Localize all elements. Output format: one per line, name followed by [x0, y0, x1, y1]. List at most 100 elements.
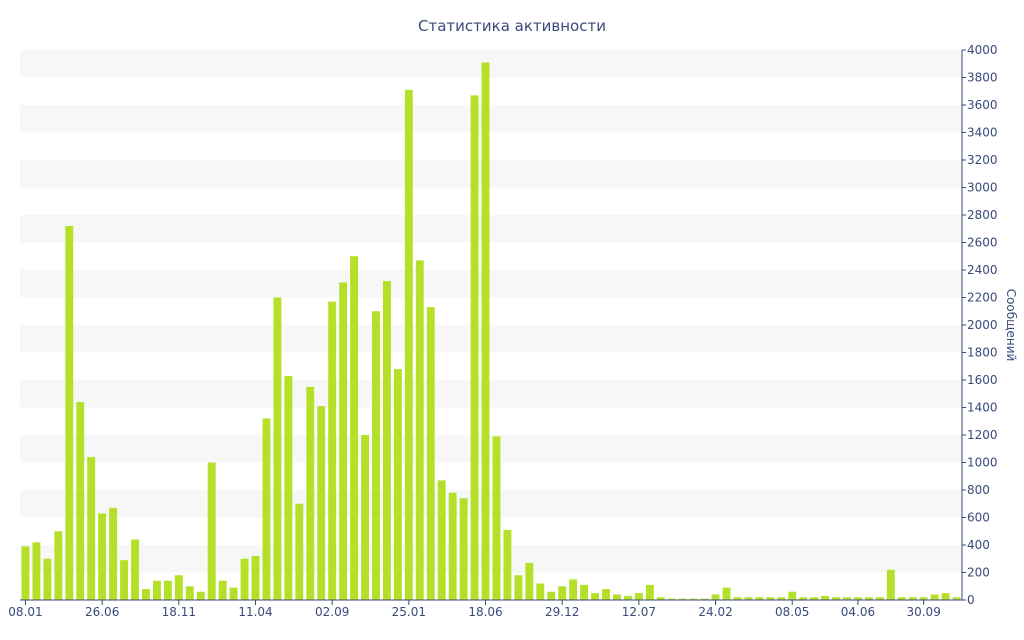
grid-band: [20, 50, 962, 78]
x-tick-label: 08.05: [775, 605, 809, 619]
bar: [393, 369, 402, 600]
x-tick-label: 04.06: [841, 605, 875, 619]
y-tick-label: 3600: [967, 98, 998, 112]
bars-group: [21, 62, 961, 601]
bar: [952, 597, 961, 600]
bar: [799, 597, 808, 600]
y-tick-label: 2000: [967, 318, 998, 332]
y-tick-label: 1400: [967, 401, 998, 415]
bar: [470, 95, 479, 601]
bar: [339, 282, 348, 601]
grid-band: [20, 325, 962, 353]
chart-title: Статистика активности: [418, 17, 606, 35]
bar: [404, 89, 413, 601]
bar: [503, 529, 512, 601]
bar: [645, 584, 654, 601]
bar: [43, 558, 52, 600]
bar: [306, 386, 315, 601]
bar: [481, 62, 490, 601]
bar: [744, 597, 753, 600]
bar: [536, 583, 545, 600]
grid-band: [20, 545, 962, 573]
bar: [547, 591, 556, 600]
bar: [810, 597, 819, 600]
x-tick-label: 11.04: [238, 605, 272, 619]
x-tick-label: 25.01: [392, 605, 426, 619]
y-ticks-group: 0 200 400 600 800 1000 1200 1400 1600 1800 2000 220…: [962, 43, 998, 607]
bar: [240, 558, 249, 600]
bar: [152, 580, 161, 600]
bar: [120, 560, 128, 601]
grid-band: [20, 215, 962, 243]
bar: [437, 480, 446, 601]
x-tick-label: 18.11: [162, 605, 196, 619]
y-tick-label: 3400: [967, 126, 998, 140]
y-axis-label: Сообщений: [1004, 289, 1018, 362]
bar: [295, 503, 304, 600]
y-tick-label: 200: [967, 566, 990, 580]
bar: [755, 597, 764, 600]
bar: [185, 586, 194, 600]
y-tick-label: 4000: [967, 43, 998, 57]
grid-band: [20, 105, 962, 133]
x-tick-label: 24.02: [698, 605, 732, 619]
bar: [372, 311, 380, 600]
y-tick-label: 2600: [967, 236, 998, 250]
bar: [514, 575, 523, 600]
y-tick-label: 2400: [967, 263, 998, 277]
bar: [897, 597, 906, 600]
bar: [131, 539, 139, 600]
bar: [328, 301, 337, 601]
bar: [54, 531, 63, 600]
bar: [832, 597, 840, 600]
bar: [700, 598, 709, 601]
y-tick-label: 0: [967, 593, 975, 607]
grid-band: [20, 270, 962, 298]
bar: [667, 598, 676, 601]
bar: [284, 375, 293, 601]
bar: [689, 598, 698, 601]
bar: [142, 589, 150, 600]
x-ticks-group: 08.01 26.06 18.11 11.04 02.09 25.01 18.06 29.12…: [8, 600, 941, 619]
y-tick-label: 1600: [967, 373, 998, 387]
bar: [591, 593, 599, 601]
grid-band: [20, 435, 962, 463]
bar: [908, 597, 917, 600]
y-tick-label: 1200: [967, 428, 998, 442]
bar: [163, 580, 172, 600]
bar: [426, 307, 435, 601]
bar: [602, 589, 610, 600]
bar: [864, 597, 873, 600]
bar: [65, 226, 74, 600]
bar: [941, 593, 950, 601]
x-tick-label: 26.06: [85, 605, 119, 619]
bar: [229, 587, 238, 601]
bar: [218, 580, 227, 600]
bar: [448, 492, 457, 600]
y-tick-label: 400: [967, 538, 990, 552]
bar: [788, 591, 797, 600]
bar: [109, 507, 118, 601]
bar: [569, 579, 578, 601]
bar: [733, 597, 742, 600]
bar: [251, 556, 260, 600]
bar: [722, 587, 731, 601]
bar: [262, 418, 271, 600]
bar: [623, 595, 632, 601]
bar: [32, 542, 41, 600]
bar: [678, 598, 687, 601]
x-tick-label: 30.09: [906, 605, 940, 619]
bar: [613, 594, 621, 600]
y-tick-label: 1000: [967, 456, 998, 470]
y-tick-label: 600: [967, 511, 990, 525]
bar: [492, 436, 501, 601]
bar: [174, 575, 183, 600]
bar: [919, 597, 928, 600]
y-tick-label: 3800: [967, 71, 998, 85]
x-tick-label: 12.07: [622, 605, 656, 619]
x-tick-label: 02.09: [315, 605, 349, 619]
bar: [634, 593, 643, 601]
x-tick-label: 29.12: [545, 605, 579, 619]
bar: [361, 435, 369, 600]
